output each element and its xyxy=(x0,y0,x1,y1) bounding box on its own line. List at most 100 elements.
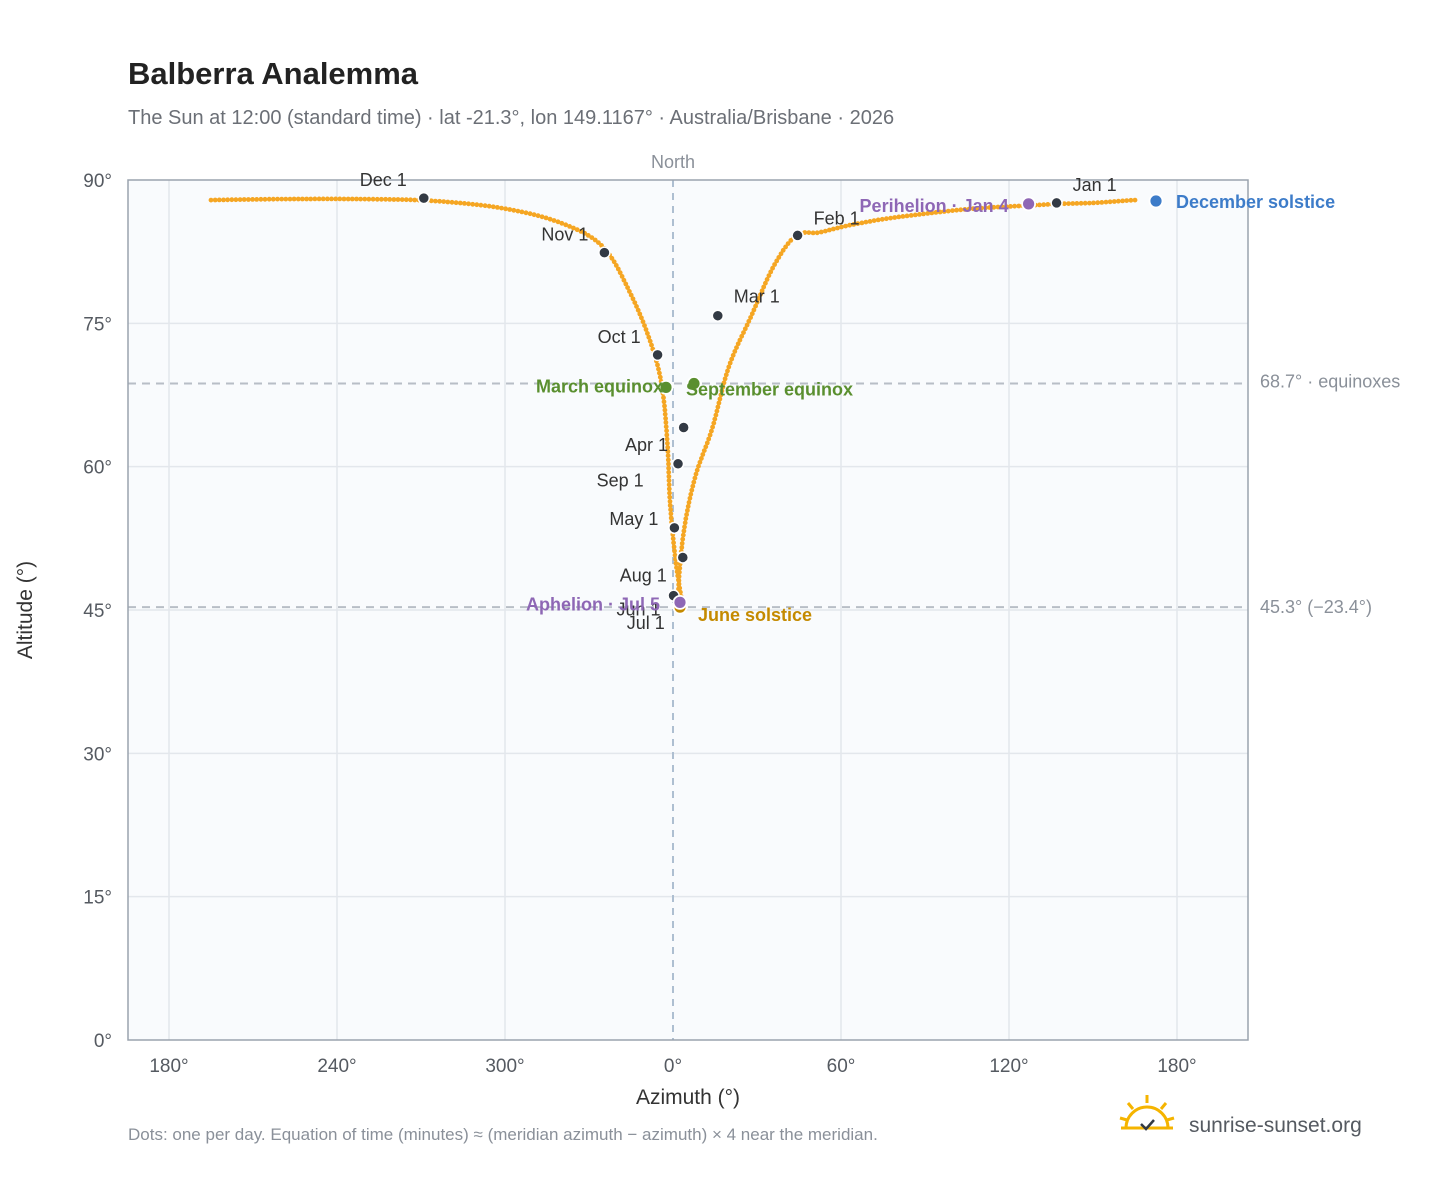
x-tick-label: 240° xyxy=(317,1056,356,1077)
daily-dot xyxy=(316,196,322,202)
daily-dot xyxy=(691,479,697,485)
date-marker-dot xyxy=(1050,196,1063,210)
daily-dot xyxy=(399,197,405,203)
daily-dot xyxy=(519,209,525,215)
daily-dot xyxy=(499,205,504,211)
daily-dot xyxy=(428,198,434,204)
daily-dot xyxy=(917,212,922,217)
daily-dot xyxy=(954,207,959,213)
event-markers: March equinox September equinox June solst… xyxy=(526,192,1335,625)
daily-dot xyxy=(312,196,318,202)
daily-dot xyxy=(1066,201,1071,207)
daily-dot xyxy=(358,196,363,202)
y-tick-label: 15° xyxy=(83,888,112,909)
daily-dot xyxy=(1070,201,1076,206)
daily-dot xyxy=(970,206,976,212)
daily-dot xyxy=(623,281,629,287)
daily-dot xyxy=(706,436,712,442)
event-marker-label: June solstice xyxy=(698,605,812,625)
daily-dot xyxy=(630,296,636,302)
daily-dot xyxy=(704,440,710,446)
daily-dot xyxy=(486,203,492,209)
chart-subtitle: The Sun at 12:00 (standard time) · lat -… xyxy=(128,107,894,129)
daily-dot xyxy=(681,528,687,534)
daily-dot xyxy=(871,218,877,224)
daily-dot xyxy=(823,228,828,234)
daily-dot xyxy=(503,206,508,212)
daily-dot xyxy=(974,206,980,211)
daily-dot xyxy=(663,416,668,421)
daily-dot xyxy=(547,216,553,222)
daily-dot xyxy=(900,214,906,219)
daily-dot xyxy=(730,352,736,358)
daily-dot xyxy=(720,384,726,390)
daily-dot xyxy=(683,516,689,522)
date-marker-label: Jul 1 xyxy=(627,613,665,633)
daily-dot xyxy=(721,380,727,386)
sun-check-icon xyxy=(1119,1095,1175,1131)
daily-dot xyxy=(761,284,767,290)
daily-dot xyxy=(329,196,334,202)
daily-dot xyxy=(287,196,293,202)
daily-dot xyxy=(831,226,836,232)
daily-dot xyxy=(1003,204,1009,210)
daily-dot xyxy=(712,416,718,422)
daily-dot xyxy=(1099,200,1105,205)
daily-dot xyxy=(814,230,820,236)
daily-dot xyxy=(884,216,889,222)
daily-dot xyxy=(370,196,376,202)
daily-dot xyxy=(732,349,738,354)
daily-dot xyxy=(237,197,243,203)
daily-dot xyxy=(441,199,447,205)
daily-dot xyxy=(270,196,276,202)
daily-dot xyxy=(867,219,873,224)
daily-dot xyxy=(609,255,615,261)
daily-dot xyxy=(632,300,638,305)
daily-dot xyxy=(983,205,988,211)
daily-dot xyxy=(727,360,733,366)
daily-dot xyxy=(539,214,545,220)
daily-dot xyxy=(719,388,725,394)
brand-logo[interactable]: sunrise-sunset.org xyxy=(1119,1095,1362,1137)
plot-frame xyxy=(127,179,1249,1041)
daily-dot xyxy=(687,495,693,501)
daily-dot xyxy=(892,215,898,220)
daily-dot xyxy=(904,213,910,219)
daily-dot xyxy=(482,203,488,209)
daily-dot xyxy=(667,499,673,504)
daily-dot xyxy=(945,208,951,214)
daily-dot xyxy=(758,292,763,297)
daily-dot xyxy=(374,196,380,202)
daily-dot xyxy=(250,197,256,202)
daily-dot xyxy=(646,334,652,340)
daily-dot xyxy=(682,520,688,526)
daily-dot xyxy=(515,208,521,214)
daily-dot xyxy=(694,467,700,473)
daily-dot xyxy=(759,288,765,294)
daily-dot xyxy=(511,207,517,213)
daily-dot xyxy=(611,259,617,265)
daily-dot xyxy=(682,524,687,530)
daily-dot xyxy=(684,512,689,517)
daily-dot xyxy=(1107,199,1113,205)
daily-dot xyxy=(735,341,741,347)
daily-dot xyxy=(666,478,672,483)
daily-dot xyxy=(863,219,869,225)
daily-dot xyxy=(655,362,660,368)
daily-dot xyxy=(637,311,643,317)
daily-dot xyxy=(696,463,701,469)
x-tick-label: 300° xyxy=(485,1056,524,1077)
daily-dot xyxy=(692,475,698,481)
daily-dot xyxy=(395,197,401,202)
daily-dot xyxy=(725,368,730,374)
daily-dot xyxy=(929,210,935,216)
daily-dot xyxy=(709,428,714,434)
daily-dot xyxy=(966,206,972,212)
y-tick-label: 0° xyxy=(94,1031,112,1052)
daily-dot xyxy=(664,436,670,442)
daily-dot xyxy=(563,222,569,228)
daily-dot xyxy=(320,196,326,202)
daily-dot xyxy=(585,233,591,238)
daily-dot xyxy=(225,197,231,203)
